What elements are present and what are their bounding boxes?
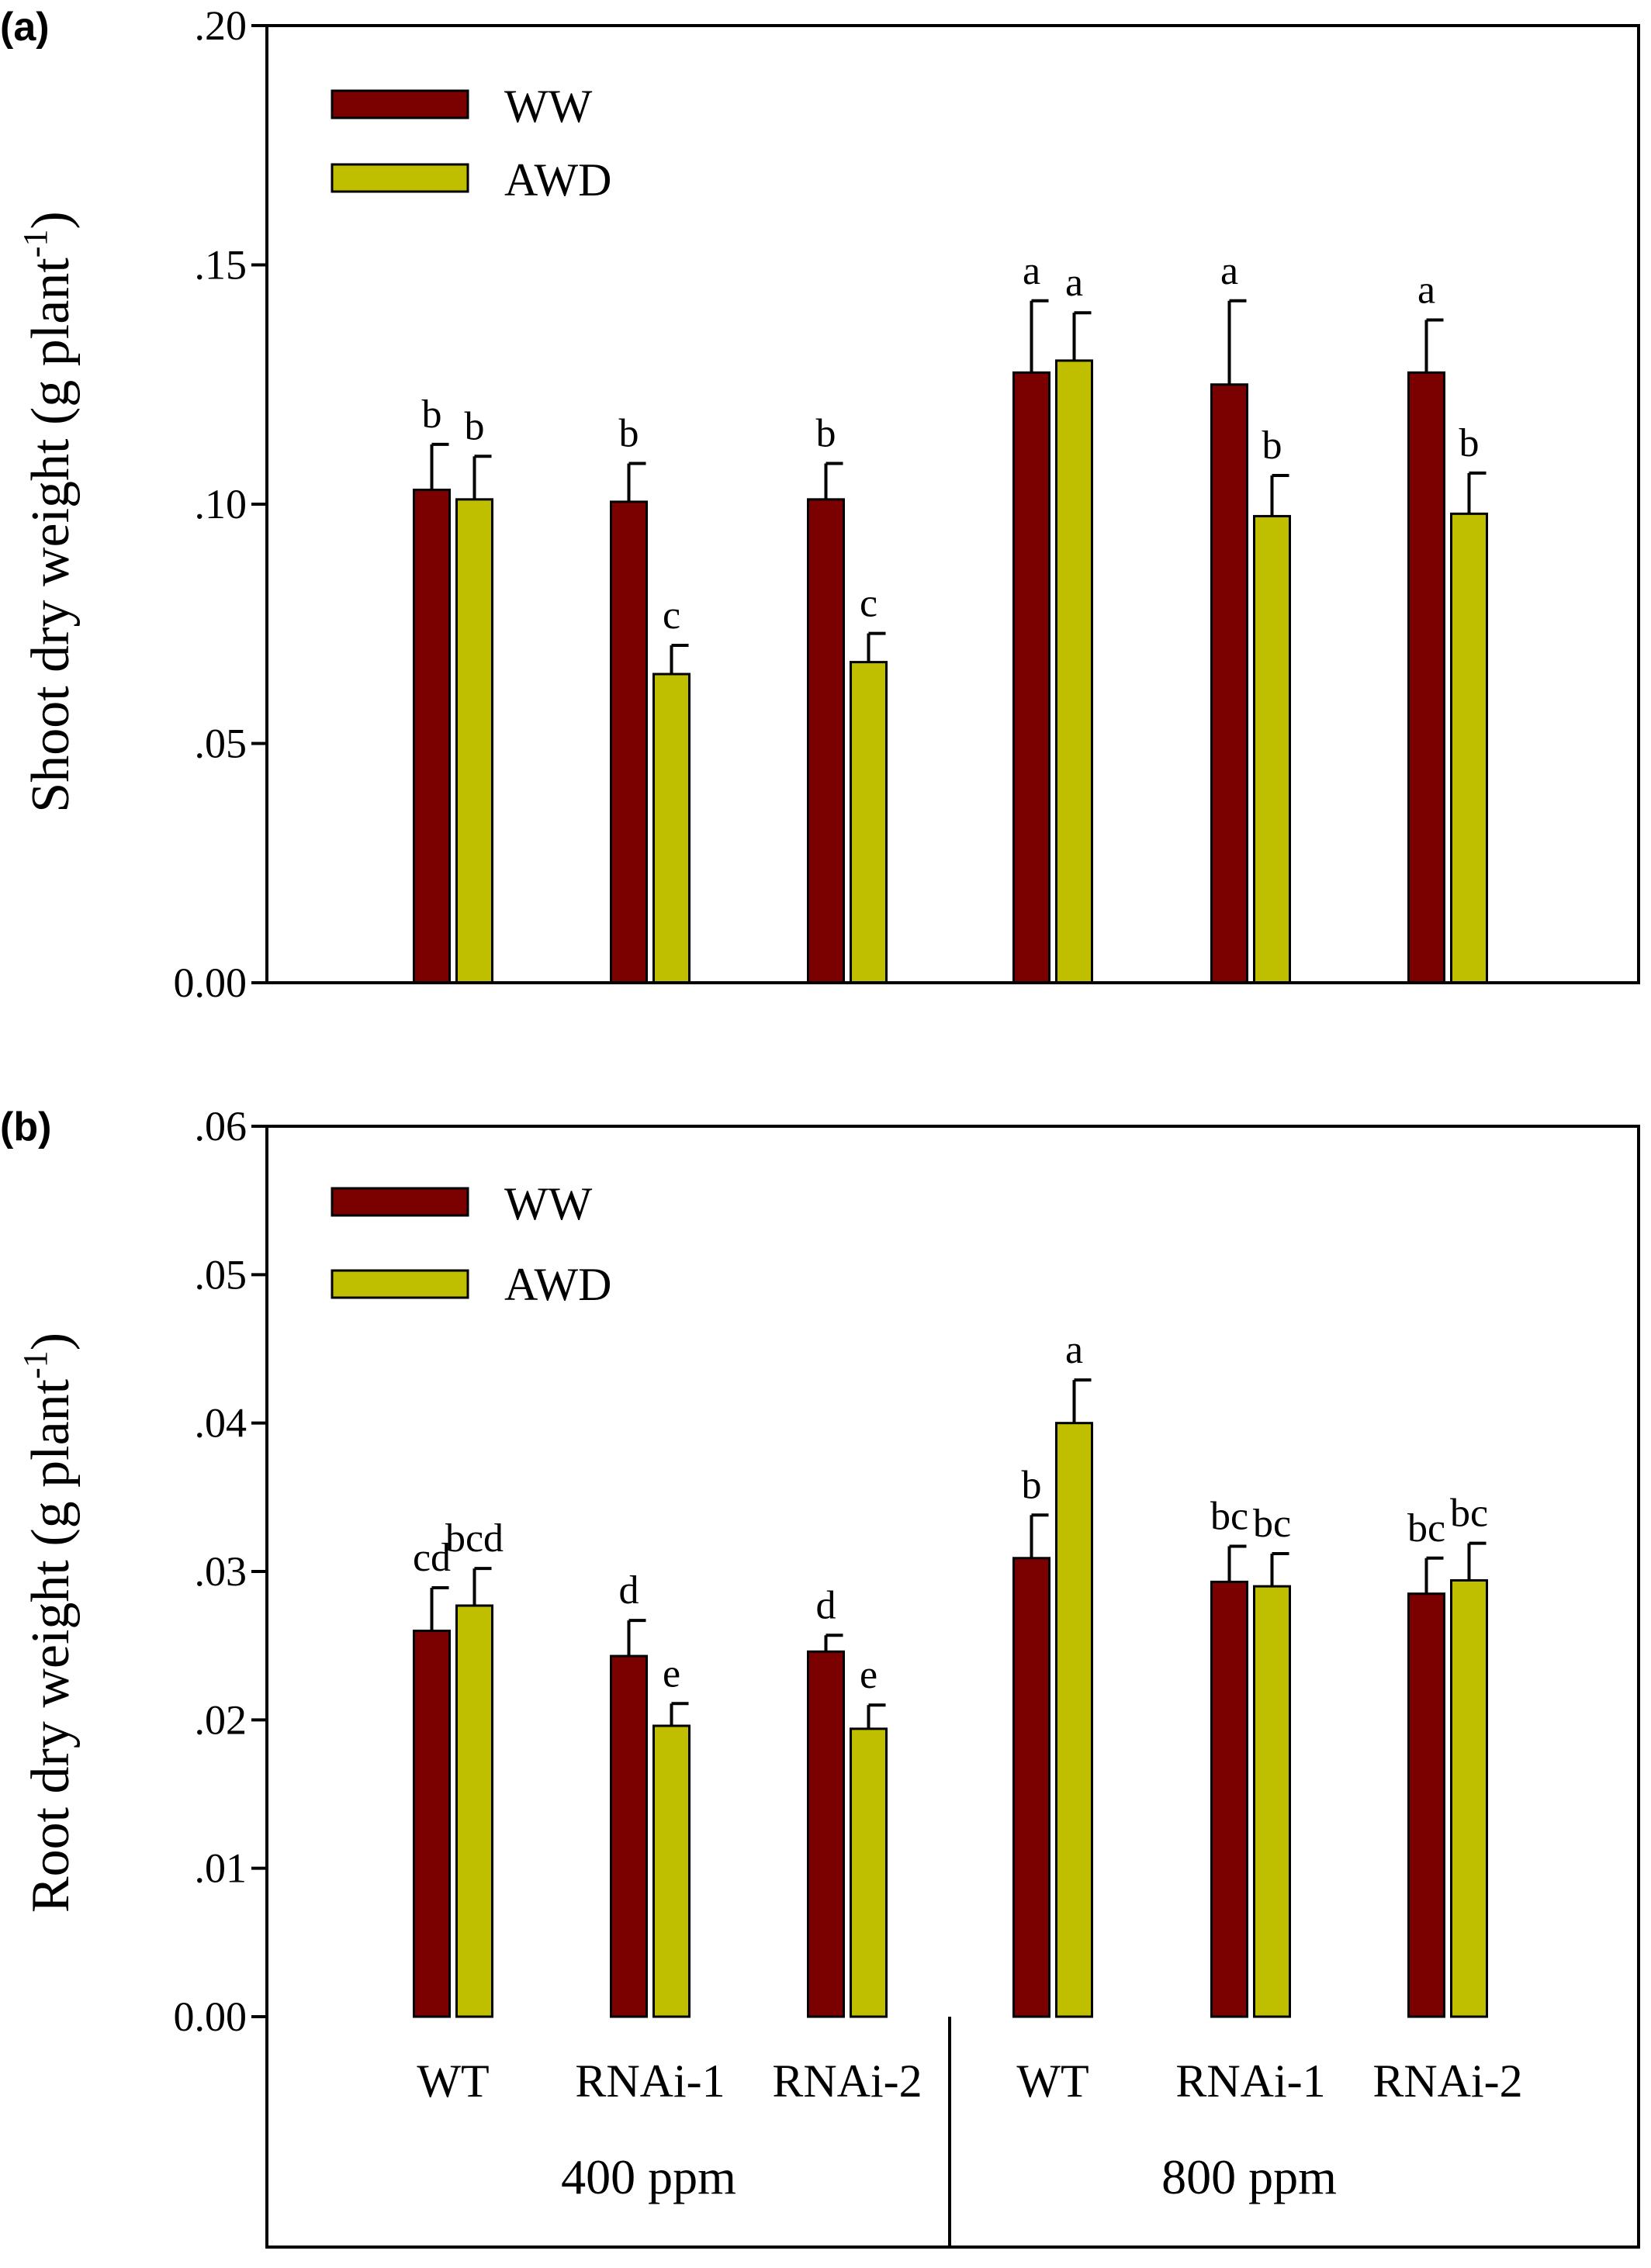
y-tick-label: 0.00 (174, 1993, 247, 2040)
y-tick-label: 0.00 (174, 959, 247, 1006)
significance-letter: bc (1253, 1502, 1291, 1546)
x-tick-label: WT (1016, 2055, 1089, 2107)
panel-b-y-axis-label: Root dry weight (g plant-1) (16, 1333, 81, 1913)
bar-awd-rnai-1 (1253, 1585, 1291, 2018)
bar-ww-rnai-2 (1407, 1592, 1445, 2018)
legend-label-ww: WW (504, 1178, 593, 1229)
significance-letter: bc (1450, 1492, 1488, 1536)
x-group-label: 800 ppm (1161, 2149, 1337, 2204)
legend-label-awd: AWD (504, 1259, 612, 1310)
x-tick-label: WT (417, 2055, 489, 2107)
significance-letter: b (1262, 424, 1282, 468)
significance-letter: b (465, 404, 485, 448)
panel-b-root-dry-weight-chart: (b) 0.00 .01 .02 .03 .04 .05 .06 Root dry weig… (0, 1103, 1640, 2249)
bar-awd-rnai-1 (652, 672, 691, 984)
significance-letter: b (1022, 1463, 1042, 1507)
bar-awd-rnai-1 (652, 1724, 691, 2018)
bar-awd-wt (1055, 1422, 1093, 2018)
bar-awd-rnai-1 (1253, 514, 1291, 984)
y-tick-label: .02 (195, 1696, 247, 1743)
y-tick-label: .20 (195, 2, 247, 49)
bar-ww-wt (1012, 1557, 1050, 2018)
x-tick-label: RNAi-2 (772, 2055, 922, 2107)
panel-a-y-axis: 0.00 .05 .10 .15 .20 (174, 2, 267, 1006)
significance-letter: bc (1210, 1494, 1248, 1538)
legend-label-awd: AWD (504, 154, 612, 206)
legend-swatch-awd (331, 163, 469, 193)
panel-a-y-axis-label: Shoot dry weight (g plant-1) (16, 211, 81, 812)
bar-ww-wt (413, 1630, 451, 2018)
significance-letter: cd (413, 1536, 451, 1580)
bar-ww-rnai-1 (1210, 1580, 1248, 2018)
significance-letter: b (1459, 421, 1480, 465)
bar-awd-rnai-2 (850, 661, 888, 984)
legend-swatch-awd (331, 1269, 469, 1299)
significance-letter: a (1023, 249, 1040, 293)
significance-letter: a (1065, 261, 1083, 305)
bar-ww-wt (1012, 371, 1050, 984)
panel-label-a: (a) (0, 5, 50, 50)
bar-ww-rnai-1 (610, 500, 648, 984)
y-tick-label: .04 (195, 1400, 247, 1447)
x-tick-label: RNAi-1 (575, 2055, 725, 2107)
bar-awd-wt (1055, 359, 1093, 984)
panel-b-plot-frame (265, 1125, 1640, 2249)
y-tick-label: .10 (195, 481, 247, 527)
y-tick-label: .06 (195, 1103, 247, 1150)
bar-awd-wt (455, 498, 493, 984)
bar-ww-rnai-1 (610, 1654, 648, 2018)
legend-swatch-ww (331, 1187, 469, 1217)
y-tick-label: .15 (195, 242, 247, 289)
significance-letter: c (663, 593, 680, 638)
significance-letter: d (816, 1583, 836, 1627)
significance-letter: bcd (445, 1516, 504, 1561)
significance-letter: c (860, 582, 877, 626)
panel-a-bars: b b ba a abc cab b (413, 249, 1488, 984)
panel-b-legend: WW AWD (331, 1178, 612, 1310)
panel-a-shoot-dry-weight-chart: (a) 0.00 .05 .10 .15 .20 Shoot dry weight (g… (0, 2, 1640, 1006)
panel-label-b: (b) (0, 1105, 51, 1150)
significance-letter: a (1417, 268, 1435, 312)
bar-awd-rnai-2 (850, 1727, 888, 2018)
significance-letter: b (816, 412, 836, 456)
bar-ww-rnai-2 (807, 498, 845, 984)
significance-letter: e (860, 1653, 877, 1697)
bar-ww-rnai-1 (1210, 383, 1248, 984)
bar-ww-rnai-2 (1407, 371, 1445, 984)
legend-swatch-ww (331, 89, 469, 119)
bar-ww-rnai-2 (807, 1650, 845, 2018)
y-tick-label: .05 (195, 1251, 247, 1298)
legend-label-ww: WW (504, 81, 593, 132)
panel-b-x-axis: WT RNAi-1 RNAi-2 WT RNAi-1 RNAi-2 400 ppm 800 p… (417, 2055, 1522, 2204)
bar-awd-rnai-2 (1450, 512, 1488, 984)
y-tick-label: .05 (195, 721, 247, 767)
panel-a-plot-frame (265, 24, 1640, 984)
significance-letter: b (422, 392, 442, 437)
x-tick-label: RNAi-1 (1175, 2055, 1325, 2107)
bar-awd-rnai-2 (1450, 1578, 1488, 2018)
bar-awd-wt (455, 1604, 493, 2018)
bar-ww-wt (413, 488, 451, 984)
significance-letter: d (619, 1568, 639, 1613)
significance-letter: a (1065, 1328, 1083, 1372)
x-group-label: 400 ppm (561, 2149, 736, 2204)
panel-a-legend: WW AWD (331, 81, 612, 206)
x-tick-label: RNAi-2 (1372, 2055, 1522, 2107)
significance-letter: a (1220, 249, 1238, 293)
significance-letter: bc (1407, 1506, 1445, 1551)
y-tick-label: .01 (195, 1845, 247, 1892)
significance-letter: b (619, 412, 639, 456)
y-tick-label: .03 (195, 1548, 247, 1595)
significance-letter: e (663, 1651, 680, 1696)
panel-b-y-axis: 0.00 .01 .02 .03 .04 .05 .06 (174, 1103, 267, 2040)
